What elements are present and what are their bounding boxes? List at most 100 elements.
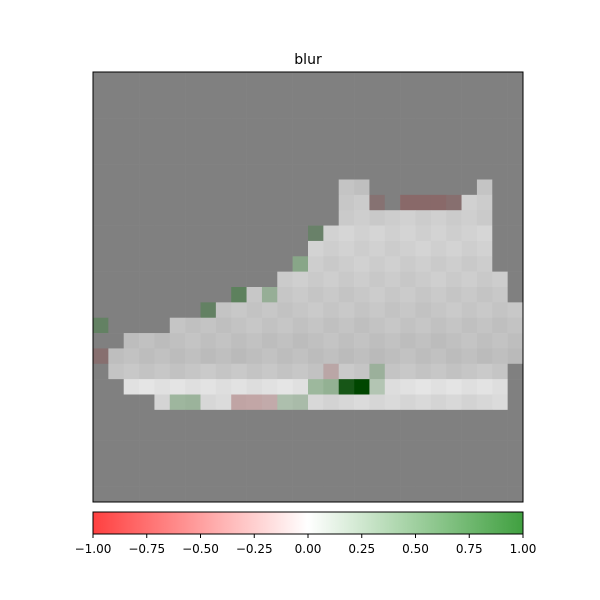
heatmap-cell: [139, 179, 155, 196]
heatmap-cell: [430, 87, 447, 104]
heatmap-cell: [108, 455, 125, 472]
heatmap-cell: [461, 271, 478, 288]
heatmap-cell: [200, 379, 217, 395]
heatmap-cell: [123, 179, 140, 196]
heatmap-cell: [476, 164, 493, 180]
heatmap-cell: [200, 164, 217, 180]
heatmap-cell: [415, 87, 432, 104]
heatmap-cell: [261, 210, 278, 226]
heatmap-cell: [415, 455, 432, 472]
heatmap-cell: [108, 210, 125, 226]
heatmap-cell: [261, 271, 278, 288]
heatmap-cell: [261, 72, 278, 88]
heatmap-cell: [476, 133, 493, 150]
heatmap-cell: [415, 210, 432, 226]
heatmap-cell: [231, 317, 247, 334]
heatmap-cell: [246, 256, 263, 272]
heatmap-cell: [277, 333, 293, 349]
heatmap-cell: [430, 148, 447, 165]
heatmap-cell: [261, 348, 278, 365]
heatmap-cell: [123, 394, 140, 411]
heatmap-cell: [308, 72, 324, 88]
heatmap-cell: [185, 440, 201, 457]
heatmap-cell: [338, 409, 355, 426]
heatmap-cell: [231, 164, 247, 180]
heatmap-cell: [323, 409, 340, 426]
heatmap-cell: [139, 409, 155, 426]
heatmap-cell: [415, 348, 432, 365]
heatmap-cell: [277, 148, 293, 165]
heatmap-cell: [93, 87, 109, 104]
heatmap-cell: [139, 72, 155, 88]
heatmap-cell: [415, 225, 432, 242]
heatmap-cell: [384, 210, 401, 226]
heatmap-cell: [185, 302, 201, 319]
heatmap-cell: [215, 425, 232, 441]
heatmap-cell: [338, 225, 355, 242]
heatmap-cell: [154, 333, 171, 349]
heatmap-cell: [93, 194, 109, 211]
heatmap-cell: [384, 102, 401, 119]
heatmap-cell: [476, 379, 493, 395]
heatmap-cell: [446, 102, 462, 119]
heatmap-cell: [446, 333, 462, 349]
heatmap-cell: [400, 164, 416, 180]
heatmap-cell: [446, 210, 462, 226]
heatmap-cell: [323, 102, 340, 119]
heatmap-cell: [354, 133, 370, 150]
heatmap-cell: [292, 102, 309, 119]
heatmap-cell: [108, 225, 125, 242]
heatmap-cell: [200, 72, 217, 88]
heatmap-cell: [215, 102, 232, 119]
heatmap-cell: [430, 363, 447, 380]
heatmap-cell: [354, 256, 370, 272]
heatmap-cell: [154, 363, 171, 380]
heatmap-cell: [461, 194, 478, 211]
heatmap-cell: [185, 486, 201, 502]
heatmap-cell: [446, 394, 462, 411]
heatmap-cell: [338, 455, 355, 472]
heatmap-cell: [261, 164, 278, 180]
heatmap-cell: [415, 425, 432, 441]
heatmap-cell: [354, 225, 370, 242]
heatmap-cell: [415, 333, 432, 349]
heatmap-cell: [292, 409, 309, 426]
heatmap-cell: [231, 409, 247, 426]
heatmap-cell: [292, 87, 309, 104]
heatmap-cell: [338, 148, 355, 165]
heatmap-cell: [154, 148, 171, 165]
heatmap-cell: [231, 225, 247, 242]
heatmap-cell: [200, 302, 217, 319]
heatmap-cell: [446, 271, 462, 288]
heatmap-cell: [354, 72, 370, 88]
heatmap-cell: [476, 179, 493, 196]
heatmap-cell: [154, 440, 171, 457]
heatmap-cell: [108, 379, 125, 395]
heatmap-cell: [139, 240, 155, 257]
heatmap-cell: [308, 409, 324, 426]
heatmap-cell: [384, 287, 401, 303]
heatmap-cell: [231, 256, 247, 272]
heatmap-cell: [93, 240, 109, 257]
heatmap-cell: [246, 471, 263, 487]
heatmap-cell: [246, 302, 263, 319]
heatmap-cell: [154, 118, 171, 134]
heatmap-cell: [308, 179, 324, 196]
heatmap-cell: [246, 486, 263, 502]
heatmap-cell: [231, 394, 247, 411]
heatmap-cell: [476, 118, 493, 134]
heatmap-cell: [93, 210, 109, 226]
heatmap-cell: [154, 425, 171, 441]
heatmap-cell: [446, 363, 462, 380]
heatmap-cell: [507, 148, 523, 165]
heatmap-cell: [476, 471, 493, 487]
heatmap-cell: [169, 379, 186, 395]
heatmap-cell: [476, 486, 493, 502]
heatmap-cell: [185, 379, 201, 395]
heatmap-cell: [108, 102, 125, 119]
heatmap-cell: [461, 210, 478, 226]
heatmap-cell: [169, 486, 186, 502]
heatmap-cell: [492, 87, 508, 104]
heatmap-cell: [169, 363, 186, 380]
heatmap-cell: [507, 348, 523, 365]
